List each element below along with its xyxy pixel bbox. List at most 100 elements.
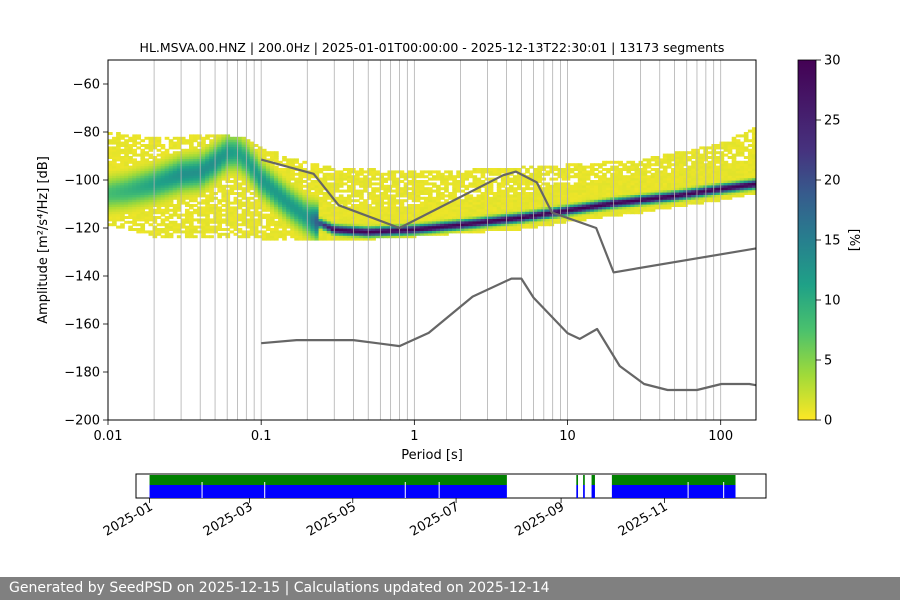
- heatmap-cell: [136, 192, 141, 195]
- heatmap-cell: [646, 204, 652, 207]
- heatmap-cell: [184, 211, 190, 215]
- heatmap-cell: [480, 180, 486, 183]
- heatmap-cell: [573, 189, 579, 193]
- heatmap-cell: [427, 232, 433, 236]
- heatmap-cell: [278, 182, 283, 186]
- heatmap-cell: [128, 228, 133, 231]
- heatmap-cell: [403, 172, 409, 176]
- heatmap-cell: [492, 225, 498, 229]
- heatmap-cell: [719, 158, 725, 162]
- heatmap-cell: [751, 163, 756, 167]
- heatmap-cell: [286, 204, 291, 207]
- heatmap-cell: [452, 223, 457, 227]
- heatmap-cell: [549, 189, 555, 193]
- heatmap-cell: [245, 163, 251, 167]
- heatmap-cell: [286, 184, 291, 188]
- heatmap-cell: [120, 148, 125, 152]
- heatmap-cell: [500, 168, 506, 171]
- heatmap-cell: [168, 189, 174, 193]
- heatmap-cell: [739, 177, 745, 181]
- heatmap-cell: [108, 208, 113, 212]
- heatmap-cell: [164, 189, 170, 193]
- heatmap-cell: [739, 153, 745, 157]
- heatmap-cell: [727, 151, 733, 155]
- heatmap-cell: [602, 201, 607, 205]
- heatmap-cell: [614, 170, 619, 174]
- heatmap-cell: [189, 228, 194, 231]
- heatmap-cell: [577, 196, 583, 200]
- heatmap-cell: [751, 141, 756, 145]
- heatmap-cell: [355, 213, 360, 217]
- heatmap-cell: [383, 194, 389, 198]
- heatmap-cell: [217, 189, 222, 193]
- heatmap-cell: [322, 235, 328, 239]
- heatmap-cell: [253, 172, 259, 176]
- heatmap-cell: [205, 153, 210, 157]
- heatmap-cell: [318, 170, 324, 174]
- heatmap-cell: [265, 232, 271, 236]
- heatmap-cell: [180, 223, 186, 227]
- heatmap-cell: [201, 189, 206, 193]
- heatmap-cell: [322, 175, 328, 179]
- heatmap-cell: [197, 151, 202, 155]
- heatmap-cell: [642, 175, 648, 179]
- heatmap-cell: [561, 177, 567, 181]
- heatmap-cell: [290, 218, 295, 222]
- heatmap-cell: [747, 163, 753, 167]
- heatmap-cell: [144, 218, 150, 222]
- heatmap-cell: [363, 208, 368, 212]
- heatmap-cell: [557, 189, 563, 193]
- heatmap-cell: [751, 151, 756, 155]
- heatmap-cell: [221, 228, 227, 231]
- heatmap-cell: [237, 168, 243, 171]
- heatmap-cell: [201, 223, 206, 227]
- heatmap-cell: [662, 156, 668, 159]
- heatmap-cell: [719, 182, 725, 186]
- heatmap-cell: [371, 220, 376, 224]
- heatmap-cell: [618, 189, 623, 193]
- heatmap-cell: [330, 177, 336, 181]
- heatmap-cell: [622, 192, 627, 195]
- heatmap-cell: [432, 220, 437, 224]
- timeline-ticks: 2025-01 2025-03 2025-05 2025-07 2025-09 2025-…: [101, 498, 670, 540]
- heatmap-cell: [444, 175, 449, 179]
- heatmap-cell: [124, 206, 129, 210]
- heatmap-cell: [322, 172, 328, 176]
- heatmap-cell: [132, 160, 137, 164]
- heatmap-cell: [265, 165, 271, 169]
- heatmap-cell: [132, 223, 137, 227]
- heatmap-cell: [569, 168, 575, 171]
- heatmap-cell: [654, 196, 660, 200]
- heatmap-cell: [415, 187, 421, 191]
- heatmap-cell: [282, 208, 287, 212]
- heatmap-cell: [630, 206, 636, 210]
- heatmap-cell: [322, 182, 328, 186]
- heatmap-cell: [367, 223, 372, 227]
- heatmap-cell: [460, 204, 465, 207]
- heatmap-cell: [707, 187, 713, 191]
- heatmap-cell: [747, 187, 753, 191]
- heatmap-cell: [257, 216, 263, 219]
- heatmap-cell: [310, 211, 316, 215]
- heatmap-cell: [436, 192, 441, 195]
- heatmap-cell: [557, 187, 563, 191]
- heatmap-cell: [342, 204, 348, 207]
- heatmap-cell: [715, 151, 721, 155]
- heatmap-cell: [695, 160, 700, 164]
- heatmap-cell: [237, 184, 243, 188]
- heatmap-cell: [508, 172, 514, 176]
- heatmap-cell: [249, 172, 255, 176]
- heatmap-cell: [448, 175, 453, 179]
- heatmap-cell: [472, 175, 478, 179]
- heatmap-cell: [598, 182, 603, 186]
- heatmap-cell: [375, 196, 380, 200]
- heatmap-cell: [180, 180, 186, 183]
- heatmap-cell: [423, 211, 429, 215]
- heatmap-cell: [751, 127, 756, 131]
- heatmap-cell: [310, 201, 316, 205]
- heatmap-cell: [529, 225, 534, 229]
- heatmap-cell: [444, 211, 449, 215]
- heatmap-cell: [209, 189, 214, 193]
- heatmap-cell: [618, 160, 623, 164]
- heatmap-cell: [189, 151, 194, 155]
